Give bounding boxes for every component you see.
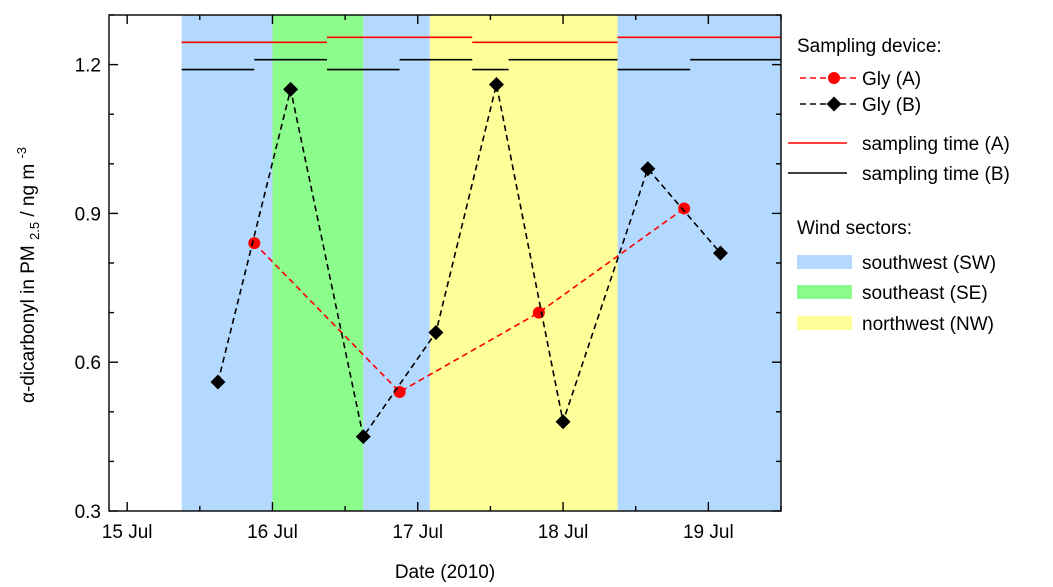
data-point: [640, 161, 656, 177]
legend-title-sampling: Sampling device:: [797, 36, 942, 57]
y-tick-label: 0.3: [75, 502, 101, 523]
data-point: [393, 385, 406, 398]
legend-marker: [828, 72, 840, 84]
legend-swatch: [797, 255, 852, 269]
legend-label: northwest (NW): [862, 314, 994, 335]
legend-swatch: [797, 285, 852, 299]
wind-sector-band: [181, 15, 273, 511]
sampling-interval-lines: [181, 36, 781, 71]
legend-swatch: [797, 316, 852, 330]
legend-title-wind: Wind sectors:: [797, 218, 912, 239]
wind-sector-band: [429, 15, 618, 511]
legend-label: Gly (B): [862, 95, 921, 116]
x-tick-label: 19 Jul: [683, 522, 734, 543]
wind-sector-band: [363, 15, 430, 511]
x-tick-label: 16 Jul: [247, 522, 298, 543]
y-axis-title-main: α-dicarbonyl in PM: [18, 245, 39, 403]
data-point: [355, 429, 371, 445]
y-axis-title-unit: / ng m: [18, 164, 39, 217]
x-tick-label: 17 Jul: [392, 522, 443, 543]
wind-sector-band: [617, 15, 781, 511]
y-axis-title: α-dicarbonyl in PM 2.5 / ng m -3: [14, 147, 44, 403]
legend: Sampling device: Wind sectors: Gly (A) Gl…: [788, 36, 1010, 335]
y-axis-title-subscript: 2.5: [27, 222, 42, 240]
y-axis-title-superscript: -3: [14, 147, 29, 159]
legend-label: Gly (A): [862, 69, 921, 90]
x-axis-title: Date (2010): [395, 562, 495, 583]
series-line: [217, 84, 722, 439]
data-point: [210, 374, 226, 390]
legend-label: sampling time (B): [862, 164, 1010, 185]
data-point: [428, 324, 444, 340]
data-series: [210, 76, 728, 445]
axis-ticks: [109, 14, 782, 512]
y-tick-label: 0.9: [75, 204, 101, 225]
wind-sector-band: [272, 15, 364, 511]
y-tick-label: 1.2: [75, 56, 101, 77]
data-point: [712, 245, 728, 261]
plot-area: [108, 14, 782, 512]
data-point: [248, 237, 261, 250]
wind-sector-bands: [181, 15, 781, 511]
legend-label: southwest (SW): [862, 253, 996, 274]
legend-label: southeast (SE): [862, 283, 988, 304]
y-tick-label: 0.6: [75, 353, 101, 374]
x-tick-label: 18 Jul: [538, 522, 589, 543]
series-line: [253, 207, 685, 393]
legend-label: sampling time (A): [862, 134, 1010, 155]
x-tick-label: 15 Jul: [102, 522, 153, 543]
data-point: [555, 414, 571, 430]
data-point: [488, 76, 504, 92]
legend-marker: [826, 96, 842, 112]
data-point: [678, 202, 691, 215]
data-point: [283, 81, 299, 97]
